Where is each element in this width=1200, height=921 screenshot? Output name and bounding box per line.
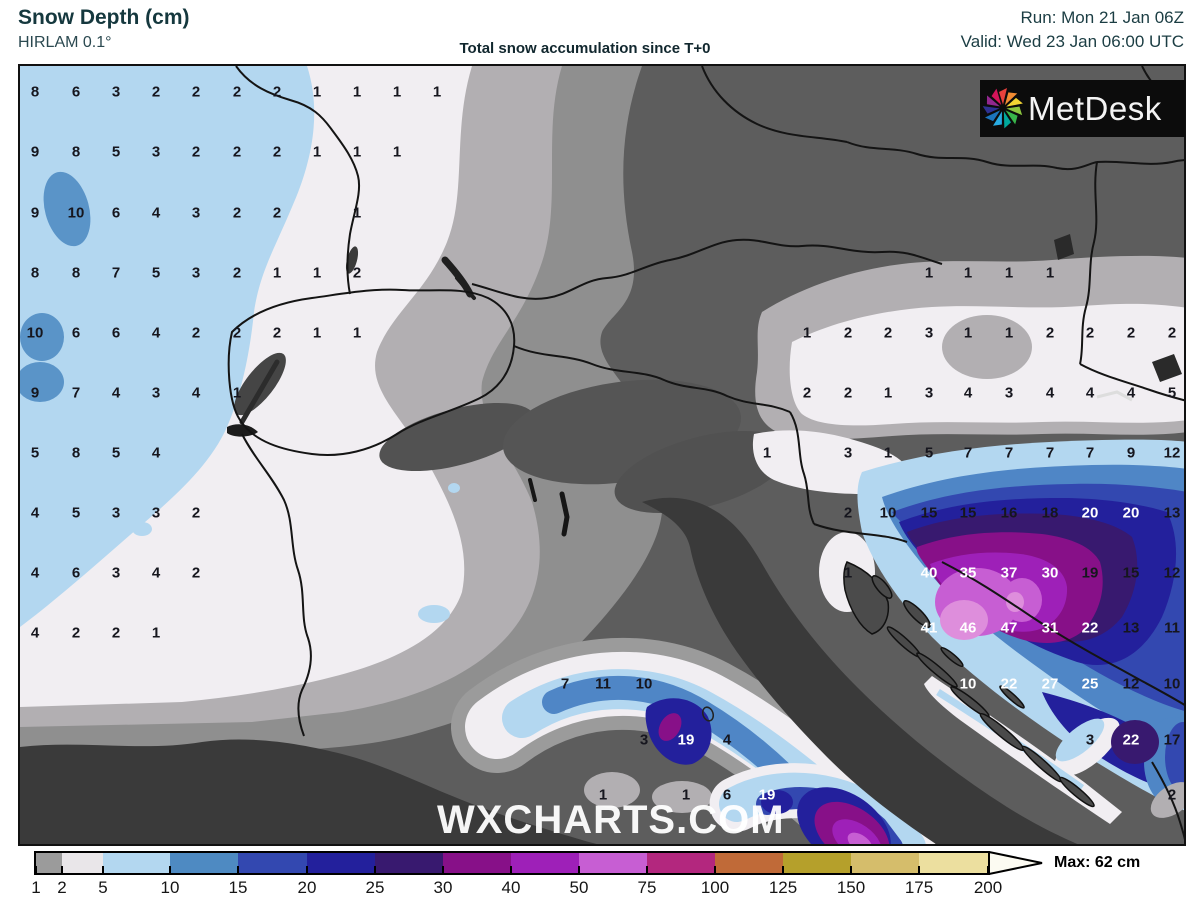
colorbar-tick xyxy=(306,866,308,874)
colorbar-tick xyxy=(374,866,376,874)
colorbar-segment xyxy=(62,853,103,873)
colorbar-segment xyxy=(238,853,307,873)
colorbar-tick-label: 15 xyxy=(228,878,248,897)
colorbar-segment xyxy=(511,853,579,873)
colorbar-segment xyxy=(579,853,647,873)
colorbar-segment xyxy=(170,853,238,873)
colorbar-tick xyxy=(714,866,716,874)
colorbar-max-label: Max: 62 cm xyxy=(1054,854,1141,871)
colorbar-segment xyxy=(103,853,170,873)
colorbar-tick-label: 100 xyxy=(700,878,730,897)
colorbar-tick xyxy=(237,866,239,874)
colorbar-tick xyxy=(102,866,104,874)
colorbar-tick xyxy=(578,866,580,874)
colorbar-segment xyxy=(919,853,988,873)
colorbar-tick-label: 50 xyxy=(569,878,589,897)
colorbar: Max: 62 cm 1 2 5 10 15 20 25 30 40 50 75 100 125 150 1… xyxy=(0,851,1200,921)
colorbar-tick-label: 175 xyxy=(904,878,934,897)
colorbar-segment xyxy=(851,853,919,873)
page-title: Snow Depth (cm) xyxy=(18,6,190,29)
colorbar-segment xyxy=(443,853,511,873)
colorbar-tick-label: 10 xyxy=(160,878,180,897)
valid-time-label: Valid: Wed 23 Jan 06:00 UTC xyxy=(960,32,1184,51)
colorbar-tick-label: 1 xyxy=(31,878,41,897)
colorbar-tick xyxy=(442,866,444,874)
colorbar-tick-label: 25 xyxy=(365,878,385,897)
colorbar-tick-label: 20 xyxy=(297,878,317,897)
model-label: HIRLAM 0.1° xyxy=(18,34,112,51)
colorbar-tick-label: 200 xyxy=(973,878,1003,897)
colorbar-segment xyxy=(36,853,62,873)
colorbar-tick-label: 30 xyxy=(433,878,453,897)
map-canvas xyxy=(18,64,1186,846)
colorbar-tick xyxy=(61,866,63,874)
colorbar-tick-label: 5 xyxy=(98,878,108,897)
run-time-label: Run: Mon 21 Jan 06Z xyxy=(1020,8,1184,27)
colorbar-segment xyxy=(307,853,375,873)
colorbar-tick xyxy=(169,866,171,874)
colorbar-arrow xyxy=(988,851,1043,875)
colorbar-tick-label: 40 xyxy=(501,878,521,897)
colorbar-tick-label: 2 xyxy=(57,878,67,897)
colorbar-segment xyxy=(783,853,851,873)
metdesk-pinwheel-icon xyxy=(982,88,1023,129)
wxcharts-watermark: WXCHARTS.COM xyxy=(437,798,785,842)
colorbar-tick xyxy=(918,866,920,874)
colorbar-segment xyxy=(715,853,783,873)
colorbar-tick xyxy=(510,866,512,874)
map-subtitle: Total snow accumulation since T+0 xyxy=(459,40,711,57)
colorbar-tick xyxy=(850,866,852,874)
colorbar-tick xyxy=(35,866,37,874)
colorbar-tick xyxy=(646,866,648,874)
colorbar-tick xyxy=(782,866,784,874)
metdesk-brand-text: MetDesk xyxy=(1028,89,1162,127)
colorbar-tick-label: 75 xyxy=(637,878,657,897)
colorbar-tick-label: 150 xyxy=(836,878,866,897)
colorbar-segment xyxy=(375,853,443,873)
colorbar-segment xyxy=(647,853,715,873)
colorbar-tick xyxy=(987,866,989,874)
colorbar-tick-label: 125 xyxy=(768,878,798,897)
metdesk-logo: MetDesk xyxy=(980,80,1185,137)
terrain-art xyxy=(20,66,1184,844)
